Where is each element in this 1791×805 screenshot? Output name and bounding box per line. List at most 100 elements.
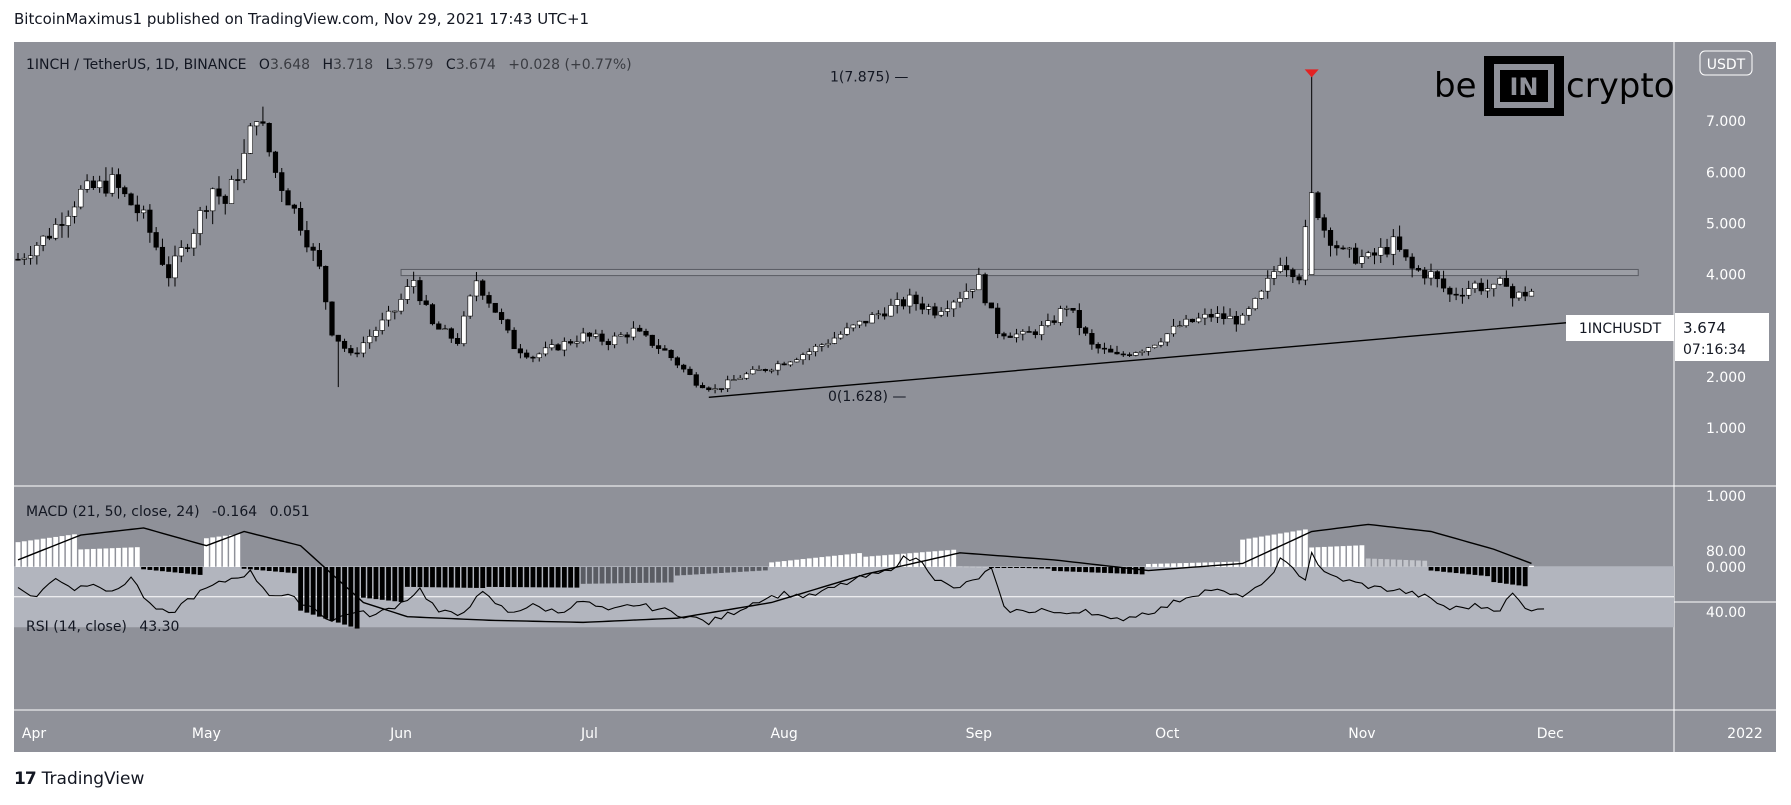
tradingview-footer: 17 TradingView	[14, 768, 144, 790]
candle-down	[1208, 313, 1214, 318]
candle-up	[731, 379, 737, 381]
macd-histogram-bar	[1070, 567, 1076, 572]
price-pane[interactable]	[14, 42, 1674, 486]
bar-countdown: 07:16:34	[1683, 342, 1746, 358]
candle-up	[84, 180, 90, 190]
price-axis-tick: 1.000	[1706, 421, 1746, 437]
macd-histogram-bar	[373, 567, 379, 600]
macd-histogram-bar	[436, 567, 442, 588]
time-axis-tick: Sep	[966, 726, 993, 742]
symbol-badge[interactable]	[1566, 315, 1674, 341]
candle-down	[668, 349, 674, 359]
candle-up	[367, 336, 373, 344]
candle-up	[1214, 313, 1221, 318]
candle-down	[517, 348, 523, 354]
macd-histogram-bar	[185, 567, 190, 574]
macd-histogram-bar	[593, 567, 599, 584]
macd-histogram-bar	[675, 567, 680, 576]
macd-histogram-bar	[386, 567, 391, 601]
ohlc-change: +0.028 (+0.77%)	[508, 57, 631, 73]
macd-histogram-bar	[1340, 546, 1346, 567]
candle-down	[417, 280, 423, 302]
macd-histogram-bar	[605, 567, 611, 584]
candle-up	[1202, 313, 1208, 319]
macd-histogram-bar	[474, 567, 479, 588]
rsi-label: RSI (14, close)	[26, 619, 127, 635]
macd-histogram-bar	[737, 567, 743, 572]
candle-down	[1403, 249, 1409, 258]
candle-up	[241, 153, 247, 181]
rsi-axis-tick: 40.00	[1706, 605, 1746, 621]
macd-histogram-bar	[235, 534, 241, 567]
macd-histogram-bar	[1183, 562, 1189, 567]
macd-histogram-bar	[1032, 567, 1038, 569]
candle-down	[1221, 313, 1227, 320]
candlestick-series[interactable]	[15, 76, 1535, 394]
candle-down	[423, 300, 429, 305]
macd-histogram-bar	[857, 553, 862, 567]
macd-histogram-bar	[1365, 558, 1371, 567]
candle-up	[1359, 256, 1365, 264]
macd-histogram-bar	[335, 567, 341, 623]
macd-histogram-bar	[21, 541, 27, 567]
candle-up	[1309, 192, 1315, 275]
macd-histogram-bar	[1133, 567, 1139, 575]
candle-up	[856, 320, 863, 326]
macd-histogram-bar	[561, 567, 567, 588]
macd-histogram-bar	[1051, 567, 1057, 571]
macd-histogram-bar	[222, 535, 228, 567]
last-price-badge[interactable]	[1675, 313, 1769, 361]
candle-down	[913, 294, 919, 305]
macd-histogram-bar	[47, 537, 52, 567]
currency-badge[interactable]	[1699, 50, 1753, 76]
macd-histogram-bar	[1428, 567, 1434, 571]
macd-histogram-bar	[354, 567, 360, 629]
ohlc-high: 3.718	[333, 57, 373, 73]
top-marker-triangle	[1304, 69, 1319, 78]
macd-histogram-bar	[913, 552, 919, 567]
macd-histogram-bar	[1460, 567, 1465, 574]
macd-histogram-bar	[480, 567, 486, 588]
candle-down	[687, 368, 693, 375]
macd-histogram-bar	[1321, 546, 1327, 567]
rsi-value: 43.30	[139, 619, 179, 635]
macd-histogram-bar	[1403, 559, 1409, 567]
macd-histogram-bar	[505, 567, 511, 588]
macd-value-2: 0.051	[270, 504, 310, 520]
time-axis-bg[interactable]	[14, 710, 1776, 752]
macd-histogram-bar	[166, 567, 172, 572]
candle-down	[90, 180, 96, 188]
macd-histogram-bar	[781, 561, 787, 567]
macd-histogram-bar	[103, 548, 109, 567]
macd-histogram-bar	[141, 567, 146, 570]
macd-value-1: -0.164	[212, 504, 257, 520]
candle-up	[737, 377, 743, 380]
candle-down	[203, 210, 210, 212]
macd-histogram-bar	[555, 567, 561, 588]
candle-up	[794, 359, 800, 363]
candle-down	[128, 193, 134, 206]
candle-down	[272, 151, 279, 173]
macd-histogram-bar	[229, 534, 234, 567]
macd-histogram-bar	[1177, 563, 1183, 567]
candle-down	[1083, 327, 1089, 334]
macd-histogram-bar	[1246, 538, 1252, 567]
macd-histogram-bar	[247, 567, 253, 570]
price-axis-bg[interactable]	[1674, 42, 1776, 710]
macd-histogram-bar	[153, 567, 159, 571]
macd-histogram-bar	[1290, 531, 1296, 567]
candle-down	[1459, 294, 1465, 297]
last-price: 3.674	[1683, 319, 1726, 337]
macd-histogram-bar	[888, 554, 894, 567]
candle-down	[1321, 217, 1327, 231]
candle-up	[360, 342, 367, 354]
resistance-zone[interactable]	[400, 268, 1639, 277]
candle-up	[925, 306, 932, 310]
candle-down	[323, 265, 329, 303]
macd-histogram-bar	[1102, 567, 1107, 573]
macd-histogram-bar	[970, 566, 975, 568]
candle-up	[109, 174, 115, 194]
tradingview-brand: TradingView	[41, 769, 145, 789]
ascending-support-line[interactable]	[708, 315, 1639, 399]
